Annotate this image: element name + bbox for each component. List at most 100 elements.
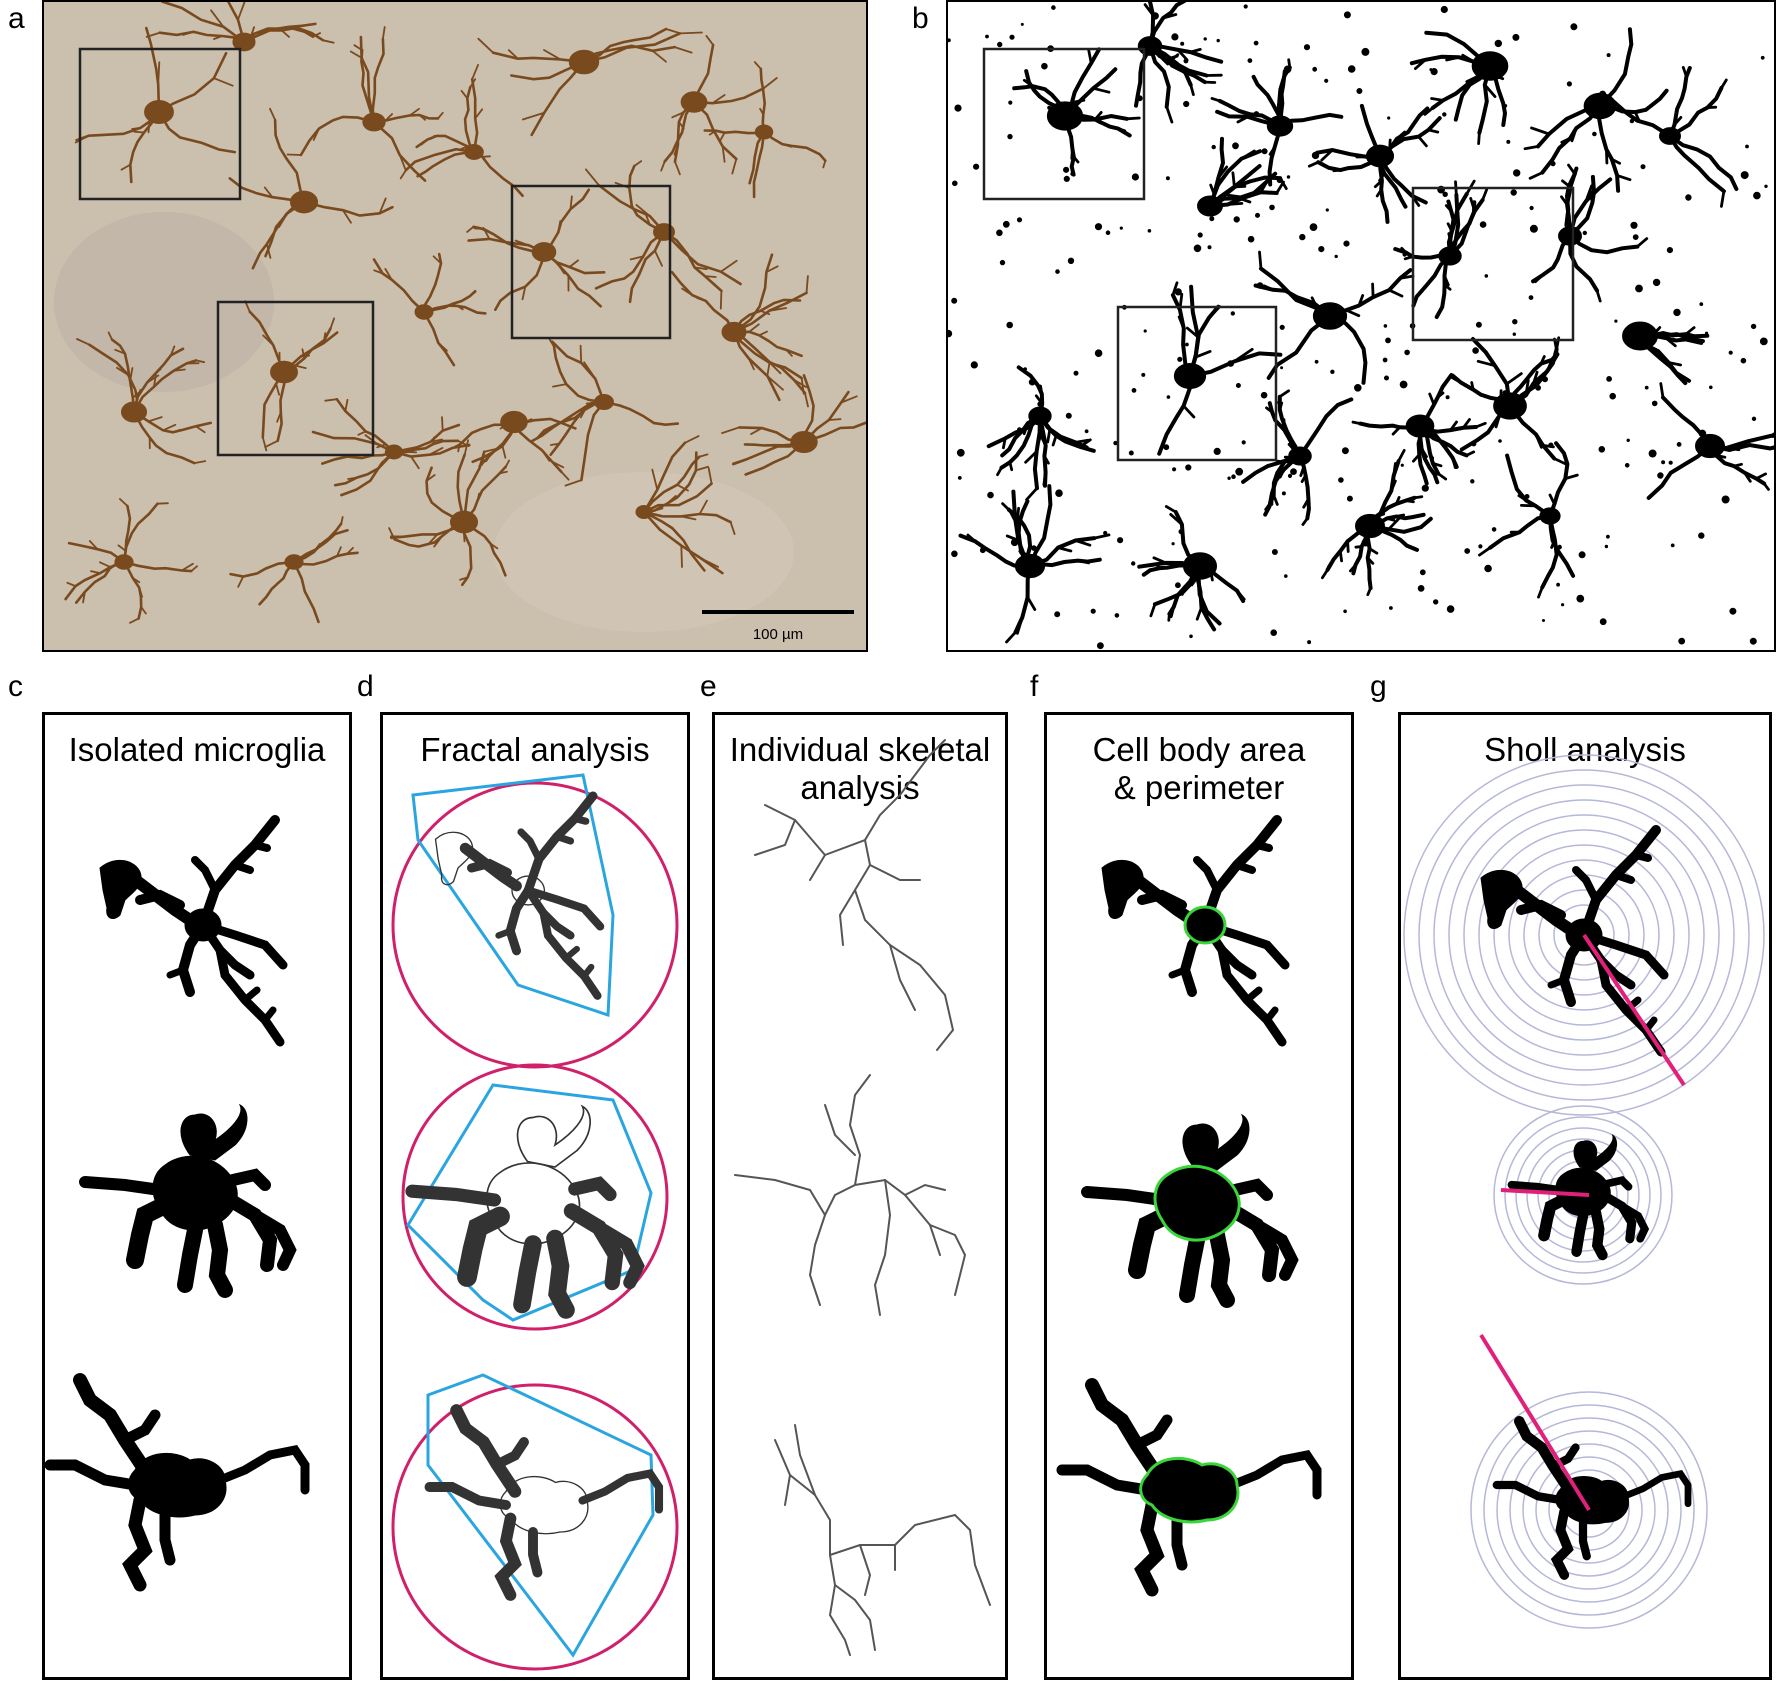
cell-process xyxy=(1011,489,1032,568)
binary-speck xyxy=(957,476,962,480)
cell-branch xyxy=(568,259,580,268)
cell-process xyxy=(732,330,781,402)
cell-branch xyxy=(1387,516,1401,531)
binary-speck xyxy=(1216,38,1220,43)
cell-branch xyxy=(107,331,114,341)
cell-branch xyxy=(762,77,778,90)
cell-branch xyxy=(804,392,809,408)
binary-speck xyxy=(1528,295,1534,301)
cell-process xyxy=(582,27,668,64)
binary-speck xyxy=(973,163,980,170)
binary-speck xyxy=(1185,464,1192,471)
cell-branch xyxy=(312,32,322,38)
cell-process xyxy=(462,465,507,524)
cell-branch xyxy=(344,398,349,413)
scale-bar-label: 100 µm xyxy=(753,626,803,643)
cell-branch xyxy=(1720,189,1726,208)
binary-speck xyxy=(1172,467,1177,472)
binary-speck xyxy=(1291,443,1298,450)
cell-body-svg xyxy=(1047,715,1351,1677)
binary-speck xyxy=(1417,585,1425,592)
convex-hull-2 xyxy=(406,1083,653,1322)
cell-outline-2 xyxy=(412,1107,638,1311)
cell-process xyxy=(1448,193,1461,258)
cell-process xyxy=(1378,106,1430,158)
cell-process xyxy=(422,252,443,314)
binary-speck xyxy=(1028,378,1036,386)
cell-branch xyxy=(1182,404,1196,419)
binary-speck xyxy=(1311,151,1320,160)
binary-speck xyxy=(1114,613,1120,618)
cell-branch xyxy=(629,255,645,261)
binary-speck xyxy=(1494,39,1502,48)
cell-branch xyxy=(1258,250,1263,270)
cell-process xyxy=(1063,47,1102,118)
cell-process xyxy=(1610,98,1672,138)
panel-e-skeletal-analysis: Individual skeletal analysis xyxy=(712,712,1008,1680)
cell-process xyxy=(802,374,815,444)
binary-speck xyxy=(1283,65,1292,74)
cell-process xyxy=(1148,2,1187,48)
cell-process xyxy=(1378,154,1408,209)
roi-box-b-1 xyxy=(982,47,1146,201)
cell-branch xyxy=(840,395,858,404)
binary-speck xyxy=(1211,144,1216,150)
cell-branch xyxy=(698,453,709,458)
cell-process xyxy=(549,400,606,456)
cell-branch xyxy=(719,131,726,142)
cell-process xyxy=(662,230,742,286)
cell-process xyxy=(1358,421,1422,430)
cell-branch xyxy=(76,338,91,346)
cell-process xyxy=(145,26,161,114)
binary-speck xyxy=(1721,495,1730,504)
cell-process xyxy=(299,115,376,157)
cell-process xyxy=(752,130,766,199)
sholl-ring xyxy=(1515,1127,1651,1263)
binary-speck xyxy=(1209,216,1215,222)
cell-process xyxy=(732,330,803,380)
cell-process xyxy=(1505,453,1552,518)
cell-body-outline-1 xyxy=(1183,905,1227,945)
binary-speck xyxy=(1067,257,1075,264)
cell-process xyxy=(642,482,713,514)
cell-process xyxy=(302,200,394,217)
cell-branch xyxy=(441,416,444,432)
cell-process xyxy=(642,455,701,514)
binary-speck xyxy=(1063,166,1070,173)
cell-process xyxy=(1134,44,1152,108)
cell-branch xyxy=(349,50,363,59)
cell-branch xyxy=(676,483,689,492)
sholl-svg xyxy=(1403,754,1765,1629)
cell-process xyxy=(1418,424,1459,469)
cell-branch xyxy=(1478,546,1492,557)
panel-label-g: g xyxy=(1370,670,1387,703)
binary-speck xyxy=(1627,340,1635,348)
cell-process xyxy=(478,420,516,468)
binary-speck xyxy=(1020,22,1024,26)
cell-process xyxy=(732,253,774,334)
cell-process xyxy=(1638,334,1691,383)
cell-process xyxy=(282,331,339,374)
cell-process xyxy=(1195,564,1217,632)
binary-speck xyxy=(1740,171,1749,180)
binary-speck xyxy=(1354,384,1362,392)
binary-speck xyxy=(1385,337,1391,344)
cell-process xyxy=(335,397,396,454)
cell-process xyxy=(311,430,396,454)
cell-process xyxy=(1298,454,1311,521)
cell-process xyxy=(392,439,460,454)
cell-branch xyxy=(695,465,710,472)
binary-speck xyxy=(1027,570,1034,578)
binary-speck xyxy=(1464,548,1471,554)
cell-branch xyxy=(651,49,667,63)
cell-process xyxy=(416,150,476,178)
binary-speck xyxy=(1384,375,1389,381)
cell-branch xyxy=(237,2,246,21)
sholl-radius-3 xyxy=(1479,1333,1591,1512)
binary-speck xyxy=(1197,232,1203,238)
binary-speck xyxy=(985,34,989,39)
cell-process xyxy=(1007,507,1033,568)
cell-branch xyxy=(456,439,470,448)
binary-speck xyxy=(1055,269,1060,274)
cell-branch xyxy=(120,163,132,171)
